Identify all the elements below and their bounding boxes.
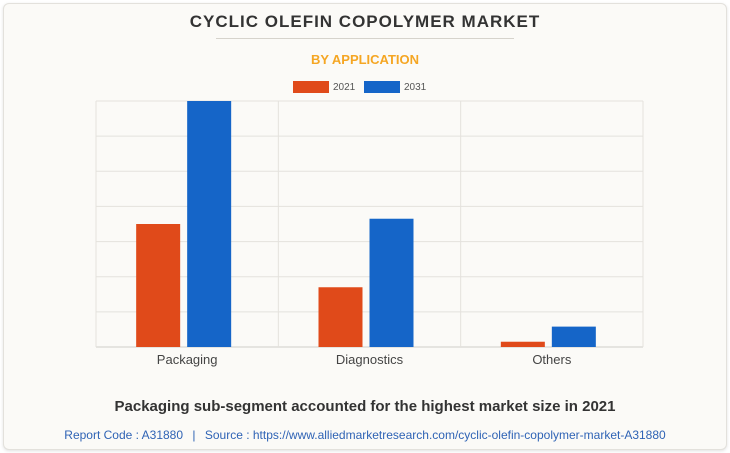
bar-2021-packaging [136,224,181,347]
chart-caption: Packaging sub-segment accounted for the … [114,398,616,415]
bar-2021-others [500,341,545,347]
chart-footer: Report Code : A31880 | Source : https://… [0,428,730,442]
x-tick-label: Packaging [157,352,218,367]
legend-label-2021: 2021 [333,81,356,93]
x-tick-label: Others [532,352,572,367]
report-code: Report Code : A31880 [64,428,184,442]
x-axis-labels: Packaging Diagnostics Others [157,352,572,367]
bar-2031-others [551,326,596,347]
legend-swatch-2031 [364,81,400,93]
bar-2031-packaging [187,101,232,347]
legend-item-2031: 2031 [364,80,426,94]
bar-2021-diagnostics [318,287,363,347]
title-divider [216,38,514,39]
legend-item-2021: 2021 [293,80,355,94]
chart-card [3,3,727,450]
chart-subtitle: BY APPLICATION [310,52,420,67]
chart-legend: 2021 2031 [0,80,730,96]
bar-2031-diagnostics [369,218,414,347]
source-link[interactable]: Source : https://www.alliedmarketresearc… [204,428,666,442]
chart-bars [136,101,596,347]
legend-swatch-2021 [293,81,329,93]
footer-separator: | [192,428,196,442]
chart-title: CYCLIC OLEFIN COPOLYMER MARKET [189,12,541,31]
legend-label-2031: 2031 [404,81,427,93]
x-tick-label: Diagnostics [336,352,404,367]
